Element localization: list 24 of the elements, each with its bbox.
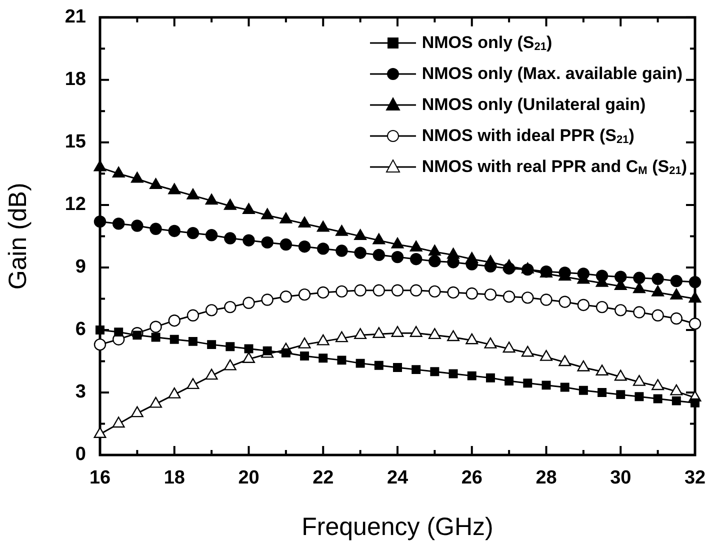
x-tick-label: 22 bbox=[312, 468, 334, 489]
y-tick-label: 0 bbox=[75, 444, 86, 466]
y-tick-label: 12 bbox=[64, 194, 86, 216]
x-tick-label: 16 bbox=[89, 468, 111, 489]
legend-label: NMOS with real PPR and C$_{M}$ (S$_{21}$) bbox=[422, 156, 687, 176]
x-tick-label: 28 bbox=[536, 468, 557, 489]
legend-label: NMOS with ideal PPR (S$_{21}$) bbox=[422, 126, 634, 146]
y-tick-label: 6 bbox=[75, 319, 86, 340]
x-tick-label: 32 bbox=[684, 468, 706, 489]
x-tick-label: 20 bbox=[238, 468, 260, 489]
x-tick-label: 24 bbox=[386, 468, 408, 489]
x-tick-label: 30 bbox=[610, 468, 632, 489]
legend-label: NMOS only (Unilateral gain) bbox=[422, 94, 646, 114]
legend-label: NMOS only (S$_{21}$) bbox=[422, 32, 552, 52]
y-axis-title: Gain (dB) bbox=[4, 182, 32, 290]
y-tick-label: 9 bbox=[75, 256, 86, 278]
legend-label: NMOS only (Max. available gain) bbox=[422, 64, 683, 84]
x-tick-label: 18 bbox=[164, 468, 185, 489]
x-tick-label: 26 bbox=[461, 468, 482, 489]
y-tick-label: 21 bbox=[64, 6, 86, 28]
y-tick-label: 18 bbox=[64, 69, 86, 90]
x-axis-title: Frequency (GHz) bbox=[302, 512, 494, 541]
y-tick-label: 15 bbox=[64, 132, 86, 153]
y-tick-label: 3 bbox=[75, 382, 86, 403]
